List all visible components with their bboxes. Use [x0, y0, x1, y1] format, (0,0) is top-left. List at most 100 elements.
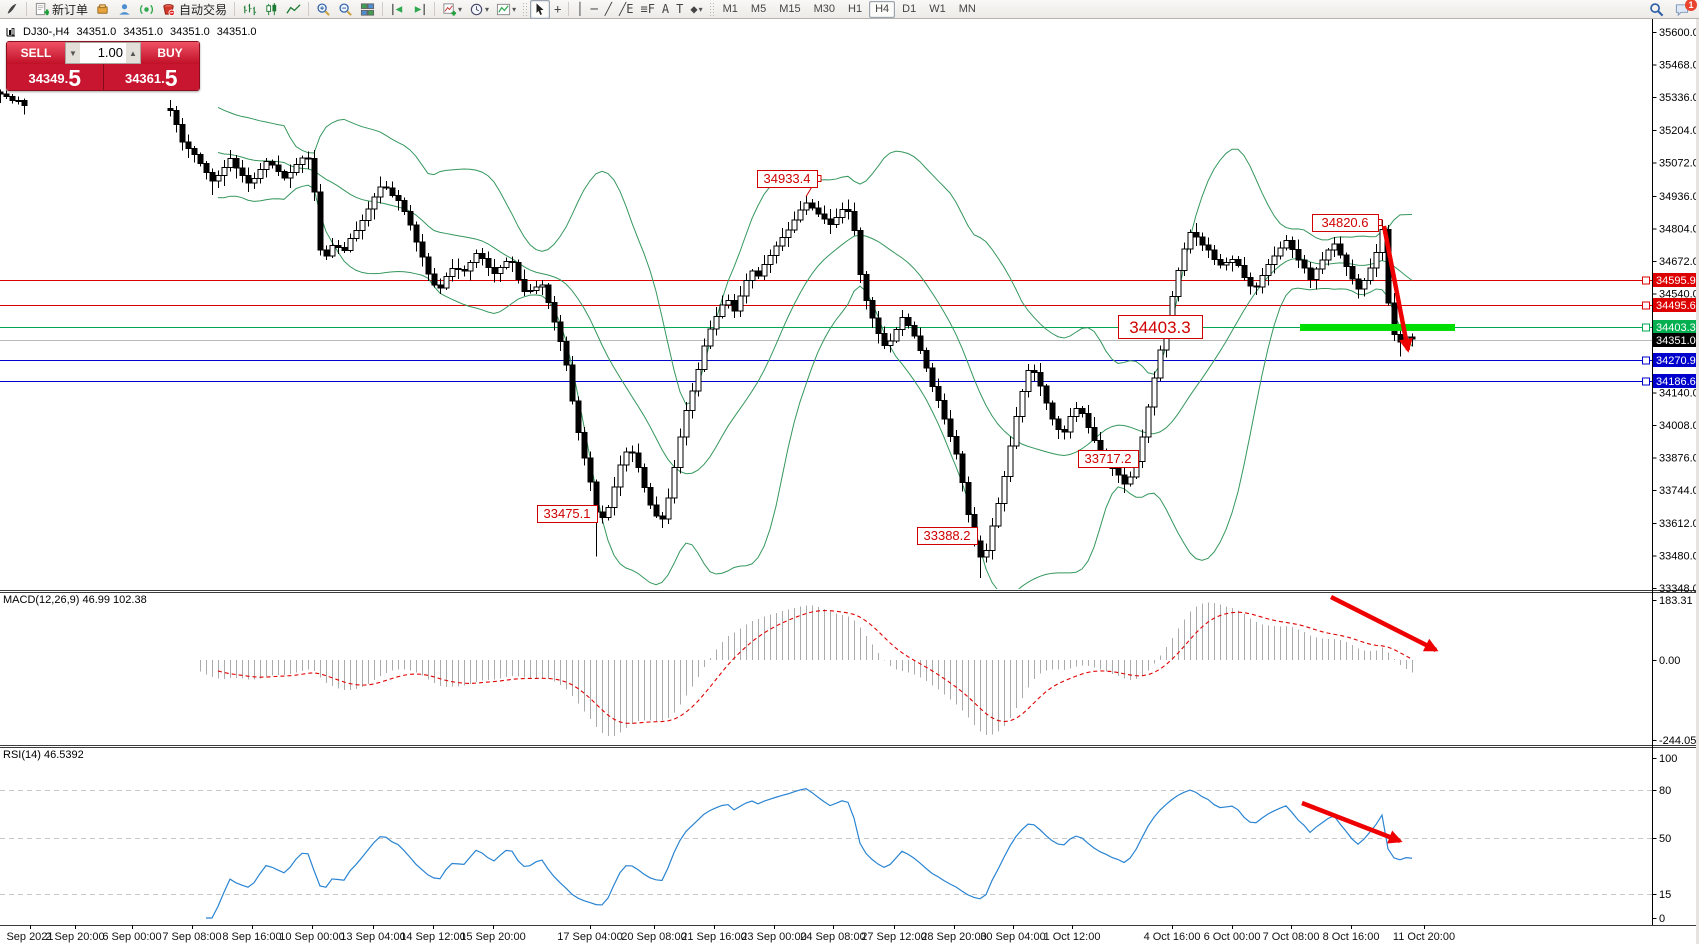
trend-arrows[interactable] [1301, 225, 1439, 844]
vertical-line-button[interactable]: │ [573, 0, 586, 19]
toolbar-separator [568, 2, 570, 16]
chart-background [0, 19, 1699, 925]
candles-layer [167, 99, 1416, 579]
svg-text:0: 0 [1659, 913, 1665, 925]
price-axis[interactable]: 35600.0 35468.0 35336.0 35204.0 35072.0 34936… [1652, 19, 1699, 925]
svg-text:34140.0: 34140.0 [1659, 387, 1699, 399]
horizontal-line-button[interactable]: ─ [588, 0, 601, 19]
trend-arrow-macd[interactable] [1329, 594, 1439, 653]
svg-text:33348.0: 33348.0 [1659, 583, 1699, 595]
zoom-out-button[interactable] [335, 0, 356, 19]
app-logo-icon[interactable] [2, 0, 22, 19]
timeframe-m1-button[interactable]: M1 [722, 2, 738, 15]
horizontal-line-button-glyph: ─ [590, 1, 598, 16]
text-label-button[interactable]: T [673, 0, 686, 19]
tile-windows-button[interactable] [357, 0, 378, 19]
svg-text:35072.0: 35072.0 [1659, 157, 1699, 169]
volume-stepper[interactable]: ▼ 1.00 ▲ [65, 42, 141, 64]
volume-decrease-button[interactable]: ▼ [66, 43, 80, 63]
timeframe-d1-button[interactable]: D1 [902, 2, 917, 15]
svg-text:34936.0: 34936.0 [1659, 191, 1699, 203]
trend-arrow-rsi[interactable] [1301, 800, 1403, 844]
autotrading-button[interactable]: 自动交易 [158, 0, 230, 19]
svg-text:33744.0: 33744.0 [1659, 485, 1699, 497]
timeframe-w1-button[interactable]: W1 [929, 2, 946, 15]
crosshair-button[interactable]: + [551, 0, 564, 19]
buy-button[interactable]: BUY [141, 42, 199, 64]
svg-text:28 Sep 20:00: 28 Sep 20:00 [921, 931, 986, 943]
buy-price[interactable]: 34361. 5 [104, 64, 200, 90]
sell-button[interactable]: SELL [7, 42, 65, 64]
candlestick-chart-button[interactable] [261, 0, 282, 19]
timeframe-h1-button[interactable]: H1 [848, 2, 863, 15]
channel-button[interactable]: ╱E [616, 0, 636, 19]
price-annotations[interactable]: 34933.4 34820.6 34403.3 33717.2 33475.1 33388… [537, 170, 1383, 545]
zoom-in-button[interactable] [313, 0, 334, 19]
volume-increase-button[interactable]: ▲ [126, 43, 140, 63]
templates-button[interactable]: ▾ [493, 0, 519, 19]
chart-area[interactable]: 35600.0 35468.0 35336.0 35204.0 35072.0 34936… [0, 19, 1699, 944]
svg-text:183.31: 183.31 [1659, 595, 1693, 607]
svg-text:-244.05: -244.05 [1659, 735, 1696, 747]
trendline-button[interactable]: ╱ [602, 0, 615, 19]
horizontal-lines[interactable] [0, 276, 1652, 386]
pane-separators[interactable] [0, 590, 1699, 926]
timeframe-mn-button[interactable]: MN [958, 2, 976, 15]
ohlc-close: 34351.0 [216, 26, 257, 38]
vertical-line-button-glyph: │ [576, 1, 584, 16]
svg-text:35204.0: 35204.0 [1659, 125, 1699, 137]
timeframe-m5-button[interactable]: M5 [750, 2, 767, 15]
svg-text:21 Sep 16:00: 21 Sep 16:00 [681, 931, 746, 943]
timeframe-m15-button[interactable]: M15 [779, 2, 801, 15]
timeframe-m30-button[interactable]: M30 [813, 2, 836, 15]
toolbar-grip [522, 2, 528, 16]
chart-shift-button[interactable] [409, 0, 430, 19]
text-button[interactable]: A [659, 0, 672, 19]
crosshair-button-glyph: + [554, 1, 562, 16]
notifications-button[interactable]: 1 [1671, 0, 1697, 19]
macd-label: MACD(12,26,9) 46.99 102.38 [3, 594, 147, 606]
autoscroll-button[interactable] [387, 0, 408, 19]
trend-arrow-main[interactable] [1381, 225, 1413, 353]
bar-chart-button[interactable] [239, 0, 260, 19]
signals-icon-icon [139, 2, 154, 17]
svg-text:33717.2: 33717.2 [1085, 451, 1132, 466]
svg-text:34820.6: 34820.6 [1322, 215, 1369, 230]
cursor-button[interactable] [530, 0, 551, 19]
dropdown-caret-icon: ▾ [458, 4, 463, 14]
fibonacci-button[interactable]: ≡F [637, 0, 657, 19]
cursor-icon [533, 2, 547, 16]
sell-price[interactable]: 34349. 5 [7, 64, 104, 90]
svg-text:33388.2: 33388.2 [924, 528, 971, 543]
indicators-icon [442, 2, 457, 17]
volume-value[interactable]: 1.00 [97, 45, 123, 60]
arrows-button[interactable]: ◆ ▾ [687, 0, 705, 19]
signals-icon[interactable] [136, 0, 157, 19]
periods-icon [469, 2, 484, 17]
new-order-button[interactable]: 新订单 [31, 0, 91, 19]
window-edge [1696, 19, 1699, 944]
candles-layer [0, 89, 28, 115]
svg-text:34270.9: 34270.9 [1656, 355, 1696, 367]
periods-button[interactable]: ▾ [466, 0, 492, 19]
metaeditor-icon[interactable] [92, 0, 113, 19]
chart-icon [6, 28, 15, 37]
ohlc-high: 34351.0 [123, 26, 163, 38]
svg-text:50: 50 [1659, 833, 1671, 845]
text-button-glyph: A [661, 1, 670, 16]
support-zone-line[interactable] [1300, 323, 1455, 331]
svg-text:35336.0: 35336.0 [1659, 92, 1699, 104]
search-icon [1650, 2, 1664, 16]
one-click-trade-panel: SELL ▼ 1.00 ▲ BUY 34349. 5 34361. 5 [6, 41, 200, 91]
community-icon[interactable] [114, 0, 135, 19]
channel-button-glyph: ╱E [619, 1, 634, 16]
line-chart-button[interactable] [283, 0, 304, 19]
indicators-button[interactable]: ▾ [439, 0, 465, 19]
timeframe-h4-button[interactable]: H4 [869, 0, 896, 18]
search-button[interactable] [1646, 0, 1667, 19]
svg-text:4 Oct 16:00: 4 Oct 16:00 [1144, 931, 1201, 943]
tile-windows-icon [360, 2, 375, 17]
buy-price-main: 34361. [124, 71, 165, 86]
chart-canvas[interactable]: 35600.0 35468.0 35336.0 35204.0 35072.0 34936… [0, 19, 1699, 944]
